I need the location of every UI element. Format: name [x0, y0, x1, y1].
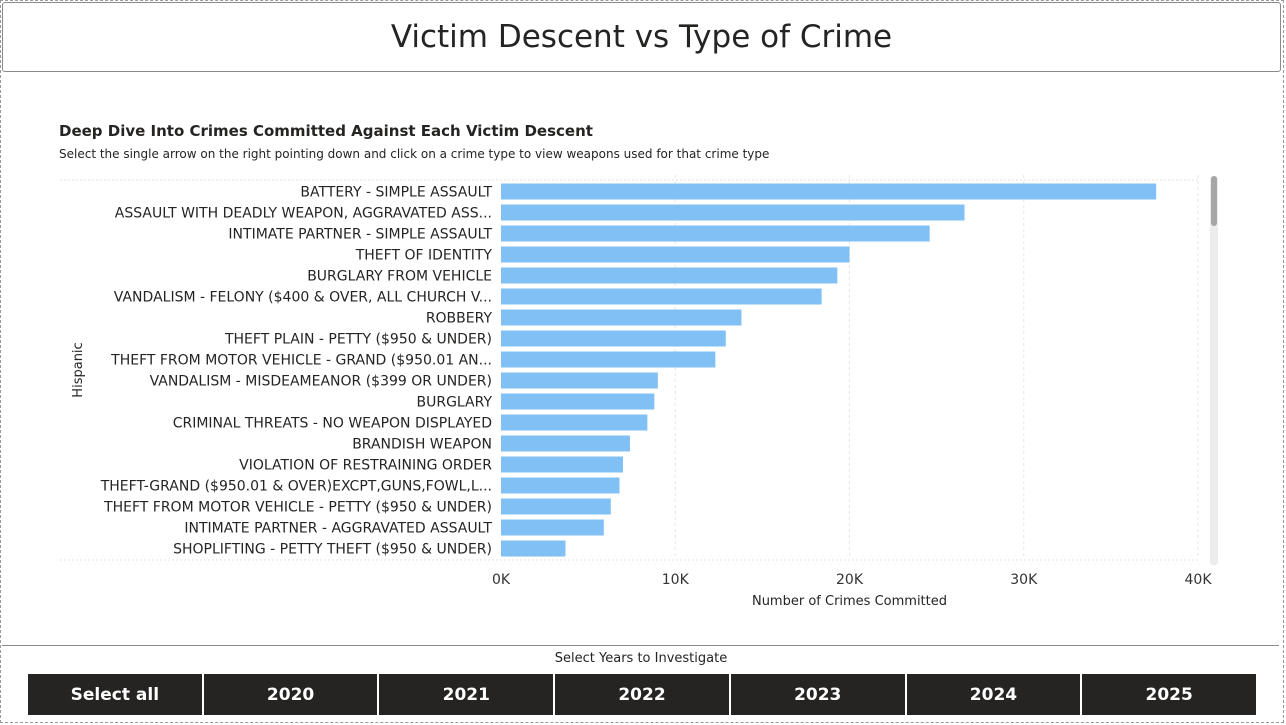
- category-label-14: THEFT-GRAND ($950.01 & OVER)EXCPT,GUNS,F…: [100, 479, 492, 495]
- slicer-select-all-button[interactable]: Select all: [28, 674, 202, 715]
- slicer-title: Select Years to Investigate: [554, 651, 728, 666]
- slicer-year-2021-button[interactable]: 2021: [379, 674, 554, 715]
- category-label-17: SHOPLIFTING - PETTY THEFT ($950 & UNDER): [173, 542, 492, 558]
- x-tick-label-0: 0K: [492, 572, 511, 588]
- bar-0: [501, 183, 1157, 200]
- x-tick-label-2: 20K: [836, 572, 864, 588]
- bar-2: [501, 225, 930, 242]
- bar-chart: 0K 10K 20K 30K 40K BATTERY - SIMPLE ASSAULT AS…: [60, 175, 1213, 609]
- category-label-11: CRIMINAL THREATS - NO WEAPON DISPLAYED: [173, 416, 492, 432]
- chart-title: Deep Dive Into Crimes Committed Against …: [59, 122, 593, 140]
- bar-16: [501, 519, 604, 536]
- category-label-9: VANDALISM - MISDEAMEANOR ($399 OR UNDER): [150, 374, 492, 390]
- category-label-13: VIOLATION OF RESTRAINING ORDER: [239, 458, 492, 474]
- bar-14: [501, 477, 620, 494]
- bar-5: [501, 288, 822, 305]
- bar-8: [501, 351, 716, 368]
- page-title: Victim Descent vs Type of Crime: [390, 19, 893, 55]
- x-tick-label-4: 40K: [1185, 572, 1213, 588]
- category-label-10: BURGLARY: [416, 395, 492, 411]
- bar-11: [501, 414, 648, 431]
- page-title-box: Victim Descent vs Type of Crime: [2, 2, 1281, 72]
- year-slicer: [2, 645, 1279, 722]
- chart-scrollbar-thumb[interactable]: [1211, 176, 1217, 226]
- chart-subtitle: Select the single arrow on the right poi…: [59, 147, 770, 161]
- slicer-year-2020-button[interactable]: 2020: [203, 674, 378, 715]
- category-label-0: BATTERY - SIMPLE ASSAULT: [300, 185, 492, 201]
- category-label-7: THEFT PLAIN - PETTY ($950 & UNDER): [224, 332, 492, 348]
- category-label-4: BURGLARY FROM VEHICLE: [307, 269, 492, 285]
- x-tick-label-1: 10K: [662, 572, 690, 588]
- bar-6: [501, 309, 742, 326]
- y-axis-title: Hispanic: [71, 342, 86, 397]
- x-tick-label-3: 30K: [1010, 572, 1038, 588]
- category-label-6: ROBBERY: [426, 311, 493, 327]
- bar-7: [501, 330, 726, 347]
- bar-17: [501, 540, 566, 557]
- category-label-3: THEFT OF IDENTITY: [355, 248, 493, 264]
- slicer-year-2023-button[interactable]: 2023: [730, 674, 905, 715]
- category-label-15: THEFT FROM MOTOR VEHICLE - PETTY ($950 &…: [103, 500, 492, 516]
- slicer-year-2022-button[interactable]: 2022: [555, 674, 729, 715]
- category-label-8: THEFT FROM MOTOR VEHICLE - GRAND ($950.0…: [110, 353, 492, 369]
- year-slicer-buttons: Select all 2020 2021 2022 2023 2024 2025: [28, 674, 1257, 715]
- slicer-year-2024-button[interactable]: 2024: [906, 674, 1081, 715]
- slicer-year-2025-button[interactable]: 2025: [1082, 674, 1257, 715]
- bar-4: [501, 267, 838, 284]
- bar-1: [501, 204, 965, 221]
- category-label-2: INTIMATE PARTNER - SIMPLE ASSAULT: [228, 227, 492, 243]
- bar-9: [501, 372, 658, 389]
- bar-13: [501, 456, 623, 473]
- bar-10: [501, 393, 655, 410]
- category-label-16: INTIMATE PARTNER - AGGRAVATED ASSAULT: [184, 521, 492, 537]
- bar-15: [501, 498, 611, 515]
- category-label-1: ASSAULT WITH DEADLY WEAPON, AGGRAVATED A…: [115, 206, 492, 222]
- bar-3: [501, 246, 850, 263]
- x-axis-title: Number of Crimes Committed: [752, 594, 947, 609]
- category-label-5: VANDALISM - FELONY ($400 & OVER, ALL CHU…: [114, 290, 492, 306]
- bar-12: [501, 435, 630, 452]
- chart-scrollbar-track[interactable]: [1210, 176, 1218, 565]
- category-label-12: BRANDISH WEAPON: [352, 437, 492, 453]
